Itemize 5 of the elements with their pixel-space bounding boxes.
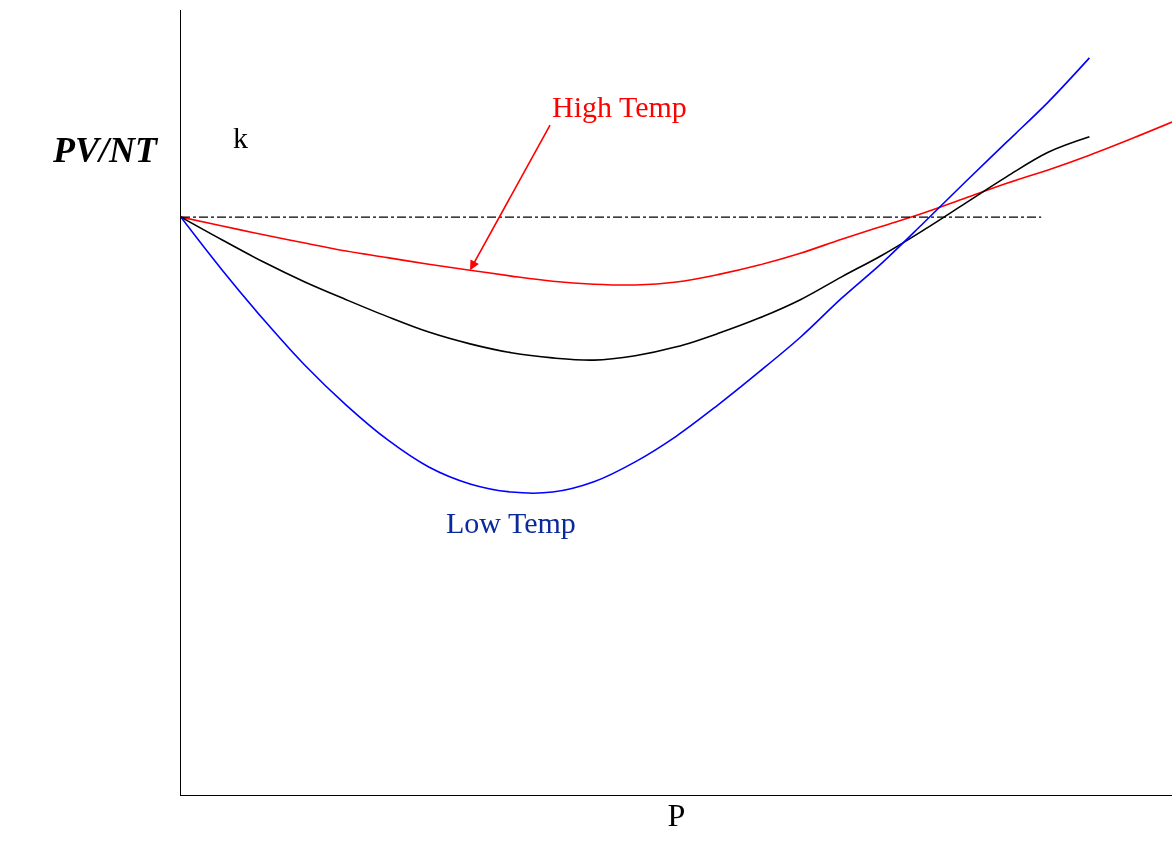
x-axis-title: P: [667, 797, 686, 834]
y-axis-title: PV/NT: [52, 130, 159, 170]
ref-line-label: k: [233, 121, 248, 154]
series-label: Low Temp: [446, 506, 576, 539]
text: High Temp: [552, 90, 687, 123]
